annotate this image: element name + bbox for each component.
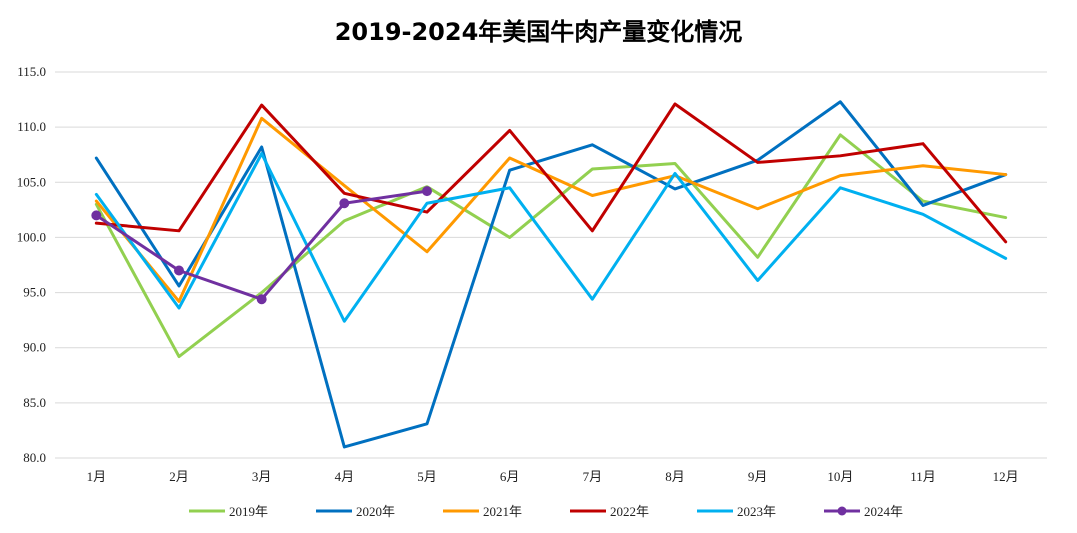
legend-label: 2022年 bbox=[610, 504, 649, 519]
legend-item: 2022年 bbox=[570, 504, 649, 519]
series-5 bbox=[94, 152, 1008, 323]
y-tick-label: 95.0 bbox=[23, 285, 46, 300]
gridlines bbox=[55, 71, 1047, 459]
x-tick-label: 4月 bbox=[335, 469, 355, 484]
x-axis-tick-labels: 1月 2月 3月 4月 5月 6月 7月 8月 9月 10月 11月 12月 bbox=[87, 469, 1019, 484]
y-tick-label: 105.0 bbox=[17, 174, 46, 189]
x-tick-label: 1月 bbox=[87, 469, 107, 484]
y-tick-label: 80.0 bbox=[23, 450, 46, 465]
legend-label: 2019年 bbox=[229, 504, 268, 519]
x-tick-label: 5月 bbox=[417, 469, 437, 484]
y-tick-label: 100.0 bbox=[17, 229, 46, 244]
legend: 2019年 2020年 2021年 2022年 2023年 2024年 bbox=[189, 504, 903, 519]
x-tick-label: 9月 bbox=[748, 469, 768, 484]
legend-label: 2020年 bbox=[356, 504, 395, 519]
y-axis-tick-labels: 80.0 85.0 90.0 95.0 100.0 105.0 110.0 115.0 bbox=[17, 64, 46, 465]
y-tick-label: 110.0 bbox=[17, 119, 46, 134]
legend-marker bbox=[837, 506, 847, 516]
x-tick-label: 10月 bbox=[827, 469, 853, 484]
data-point bbox=[422, 186, 432, 197]
legend-item: 2021年 bbox=[443, 504, 522, 519]
x-tick-label: 8月 bbox=[665, 469, 685, 484]
legend-item: 2024年 bbox=[824, 504, 903, 519]
series-4 bbox=[94, 102, 1008, 244]
data-point bbox=[256, 294, 267, 305]
data-point bbox=[91, 210, 102, 221]
legend-item: 2020年 bbox=[316, 504, 395, 519]
y-tick-label: 90.0 bbox=[23, 340, 46, 355]
series-line bbox=[94, 100, 1008, 449]
legend-item: 2023年 bbox=[697, 504, 776, 519]
chart-title: 2019-2024年美国牛肉产量变化情况 bbox=[334, 18, 743, 46]
y-tick-label: 85.0 bbox=[23, 395, 46, 410]
x-tick-label: 11月 bbox=[910, 469, 936, 484]
x-tick-label: 12月 bbox=[993, 469, 1019, 484]
series-line bbox=[94, 116, 1008, 303]
x-tick-label: 3月 bbox=[252, 469, 272, 484]
series-1 bbox=[94, 133, 1008, 359]
series-line bbox=[94, 152, 1008, 323]
data-point bbox=[174, 265, 184, 276]
series-line bbox=[94, 133, 1008, 359]
series-3 bbox=[94, 116, 1008, 303]
x-tick-label: 2月 bbox=[169, 469, 189, 484]
legend-label: 2024年 bbox=[864, 504, 903, 519]
series-line bbox=[94, 102, 1008, 244]
x-tick-label: 7月 bbox=[583, 469, 603, 484]
y-tick-label: 115.0 bbox=[17, 64, 46, 79]
legend-item: 2019年 bbox=[189, 504, 268, 519]
data-point bbox=[339, 198, 350, 209]
legend-label: 2023年 bbox=[737, 504, 776, 519]
series-6 bbox=[91, 186, 432, 305]
series-lines bbox=[91, 100, 1008, 449]
series-2 bbox=[94, 100, 1008, 449]
legend-label: 2021年 bbox=[483, 504, 522, 519]
x-tick-label: 6月 bbox=[500, 469, 520, 484]
